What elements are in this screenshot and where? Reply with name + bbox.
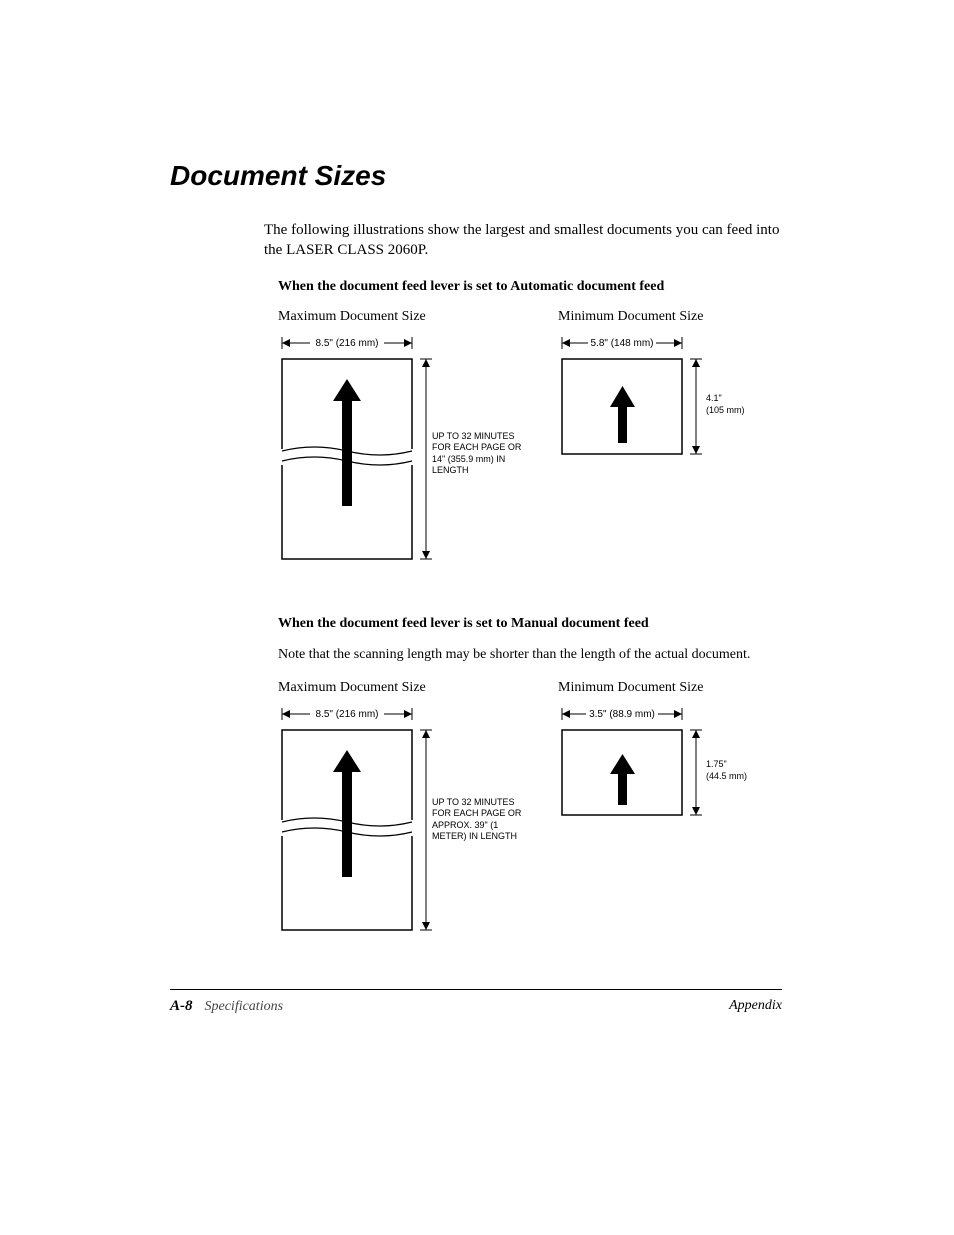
footer-appendix: Appendix xyxy=(729,998,782,1015)
manual-min-cell: Minimum Document Size 3.5" (88.9 mm) 1.7… xyxy=(558,680,778,947)
auto-min-cell: Minimum Document Size 5.8" (148 mm) xyxy=(558,309,778,576)
auto-max-diagram: 8.5" (216 mm) UP TO 32 MINUTES FOR EACH … xyxy=(278,331,538,571)
footer-page: A-8 xyxy=(170,998,193,1015)
manual-max-diagram: 8.5" (216 mm) UP TO 32 MINUTES FOR EACH … xyxy=(278,702,538,942)
intro-text: The following illustrations show the lar… xyxy=(264,220,784,261)
manual-max-title: Maximum Document Size xyxy=(278,680,538,696)
auto-max-cell: Maximum Document Size 8.5" (216 mm) xyxy=(278,309,538,576)
svg-text:(105 mm): (105 mm) xyxy=(706,405,745,415)
manual-note: Note that the scanning length may be sho… xyxy=(278,646,784,665)
auto-max-width-label: 8.5" (216 mm) xyxy=(315,338,378,349)
manual-min-diagram: 3.5" (88.9 mm) 1.75" (44.5 mm) xyxy=(558,702,778,832)
manual-max-cell: Maximum Document Size 8.5" (216 mm) xyxy=(278,680,538,947)
manual-max-width-label: 8.5" (216 mm) xyxy=(315,709,378,720)
manual-heading: When the document feed lever is set to M… xyxy=(278,616,784,632)
page-footer: A-8 Specifications Appendix xyxy=(170,989,782,1015)
auto-max-height-label: UP TO 32 MINUTES FOR EACH PAGE OR 14" (3… xyxy=(432,431,532,476)
svg-text:(44.5 mm): (44.5 mm) xyxy=(706,771,747,781)
manual-min-width-label: 3.5" (88.9 mm) xyxy=(589,709,655,720)
page-title: Document Sizes xyxy=(170,160,784,192)
svg-text:1.75": 1.75" xyxy=(706,759,727,769)
auto-heading: When the document feed lever is set to A… xyxy=(278,279,784,295)
manual-max-height-label: UP TO 32 MINUTES FOR EACH PAGE OR APPROX… xyxy=(432,797,532,842)
auto-diagram-row: Maximum Document Size 8.5" (216 mm) xyxy=(278,309,784,576)
auto-min-diagram: 5.8" (148 mm) 4.1" (105 mm) xyxy=(558,331,778,471)
svg-text:4.1": 4.1" xyxy=(706,393,722,403)
auto-min-width-label: 5.8" (148 mm) xyxy=(590,338,653,349)
auto-max-title: Maximum Document Size xyxy=(278,309,538,325)
auto-min-title: Minimum Document Size xyxy=(558,309,778,325)
footer-section: Specifications xyxy=(205,999,284,1015)
manual-diagram-row: Maximum Document Size 8.5" (216 mm) xyxy=(278,680,784,947)
manual-min-title: Minimum Document Size xyxy=(558,680,778,696)
